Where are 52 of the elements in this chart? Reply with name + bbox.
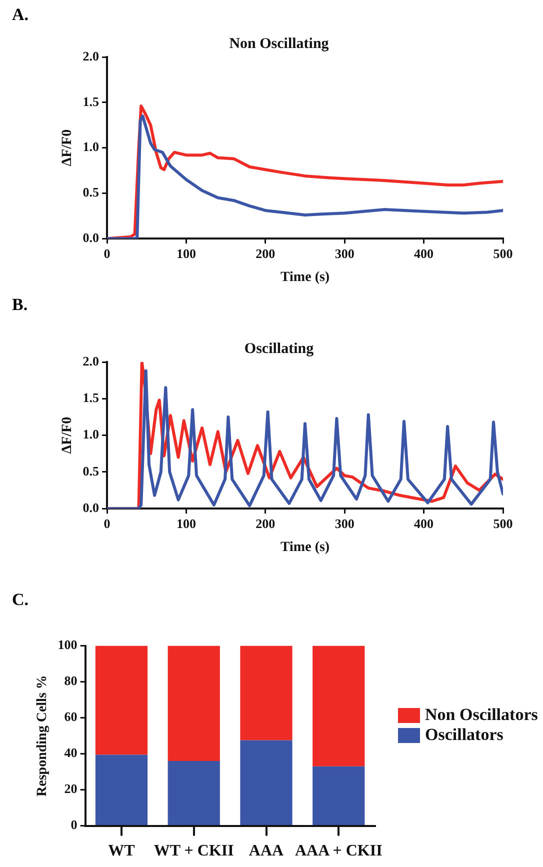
x-tick-label: 500 <box>493 246 513 261</box>
y-tick-label: 0.0 <box>82 230 100 245</box>
y-tick-label: 0.5 <box>82 463 100 478</box>
y-tick-label: 1.0 <box>82 426 100 442</box>
bar <box>95 754 148 826</box>
x-tick-label: WT + CKII <box>154 842 234 860</box>
y-tick-label: 1.5 <box>82 94 100 109</box>
y-tick-label: 2.0 <box>82 353 100 368</box>
x-tick-label: 500 <box>493 516 513 531</box>
x-tick-label: 0 <box>104 516 110 531</box>
bar <box>312 646 365 766</box>
legend-label: Non Oscillators <box>425 705 538 725</box>
x-axis-title: Time (s) <box>280 540 330 556</box>
x-tick-label: WT <box>108 842 136 860</box>
x-tick-label: 400 <box>414 246 434 261</box>
bar <box>168 761 220 826</box>
x-tick-label: 100 <box>176 516 196 531</box>
x-tick-label: 400 <box>414 516 434 531</box>
y-tick-label: 80 <box>64 673 78 688</box>
x-tick-label: AAA + CKII <box>294 842 382 860</box>
bar <box>240 740 292 826</box>
x-tick-label: 200 <box>256 246 276 261</box>
y-tick-label: 1.0 <box>82 139 100 154</box>
chart-title: Oscillating <box>244 340 314 357</box>
x-axis-title: Time (s) <box>280 270 330 286</box>
bar <box>240 646 292 740</box>
legend-label: Oscillators <box>425 725 504 745</box>
y-axis-title: ΔF/F0 <box>60 129 76 166</box>
x-tick-label: 100 <box>176 246 196 261</box>
y-tick-label: 0 <box>70 817 78 832</box>
x-tick-label: 200 <box>256 516 276 531</box>
x-tick-label: 300 <box>334 246 354 261</box>
y-tick-label: 60 <box>64 709 78 724</box>
y-tick-label: 40 <box>64 745 78 760</box>
x-tick-label: AAA <box>248 842 284 860</box>
y-tick-label: 0.0 <box>82 500 100 515</box>
x-tick-label: 300 <box>334 516 354 531</box>
y-tick-label: 2.0 <box>82 48 100 64</box>
text: C. <box>12 590 29 610</box>
y-tick-label: 0.5 <box>82 184 100 200</box>
chart-title: Non Oscillating <box>229 36 330 52</box>
bar <box>312 766 365 826</box>
y-axis-title: Responding Cells % <box>35 675 50 796</box>
bar <box>95 646 148 755</box>
y-tick-label: 100 <box>58 637 78 652</box>
text: A. <box>12 5 29 25</box>
y-tick-label: 1.5 <box>82 390 100 406</box>
x-tick-label: 0 <box>104 246 110 261</box>
bar <box>168 646 220 761</box>
y-tick-label: 20 <box>64 781 78 796</box>
text: B. <box>12 295 28 315</box>
y-axis-title: ΔF/F0 <box>60 416 76 454</box>
